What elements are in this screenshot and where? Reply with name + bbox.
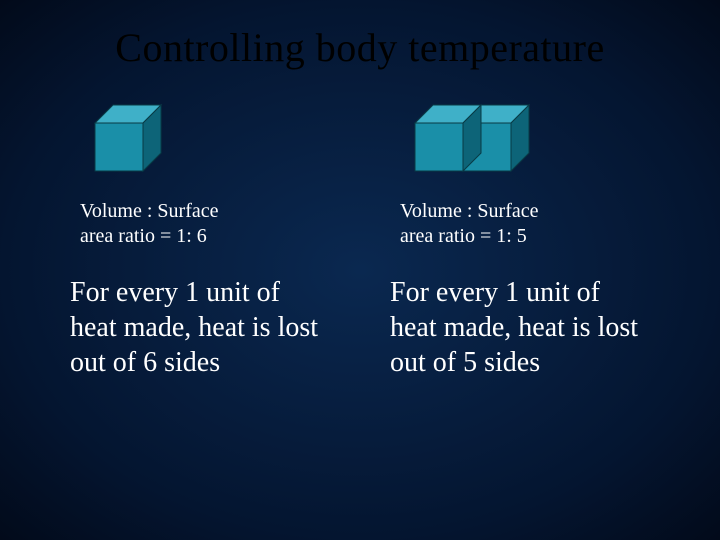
right-column: Volume : Surface area ratio = 1: 5 For e…: [390, 91, 650, 380]
right-ratio-line2: area ratio = 1: 5: [400, 225, 527, 247]
left-ratio-text: Volume : Surface area ratio = 1: 6: [80, 199, 219, 249]
left-ratio-line2: area ratio = 1: 6: [80, 225, 207, 247]
right-cube-diagram: [410, 91, 550, 181]
right-body-text: For every 1 unit of heat made, heat is l…: [390, 275, 650, 380]
left-ratio-line1: Volume : Surface: [80, 200, 219, 222]
right-ratio-text: Volume : Surface area ratio = 1: 5: [400, 199, 539, 249]
left-body-text: For every 1 unit of heat made, heat is l…: [70, 275, 330, 380]
page-title: Controlling body temperature: [0, 0, 720, 71]
left-cube-diagram: [90, 91, 180, 181]
columns: Volume : Surface area ratio = 1: 6 For e…: [0, 71, 720, 380]
right-ratio-line1: Volume : Surface: [400, 200, 539, 222]
left-column: Volume : Surface area ratio = 1: 6 For e…: [70, 91, 330, 380]
